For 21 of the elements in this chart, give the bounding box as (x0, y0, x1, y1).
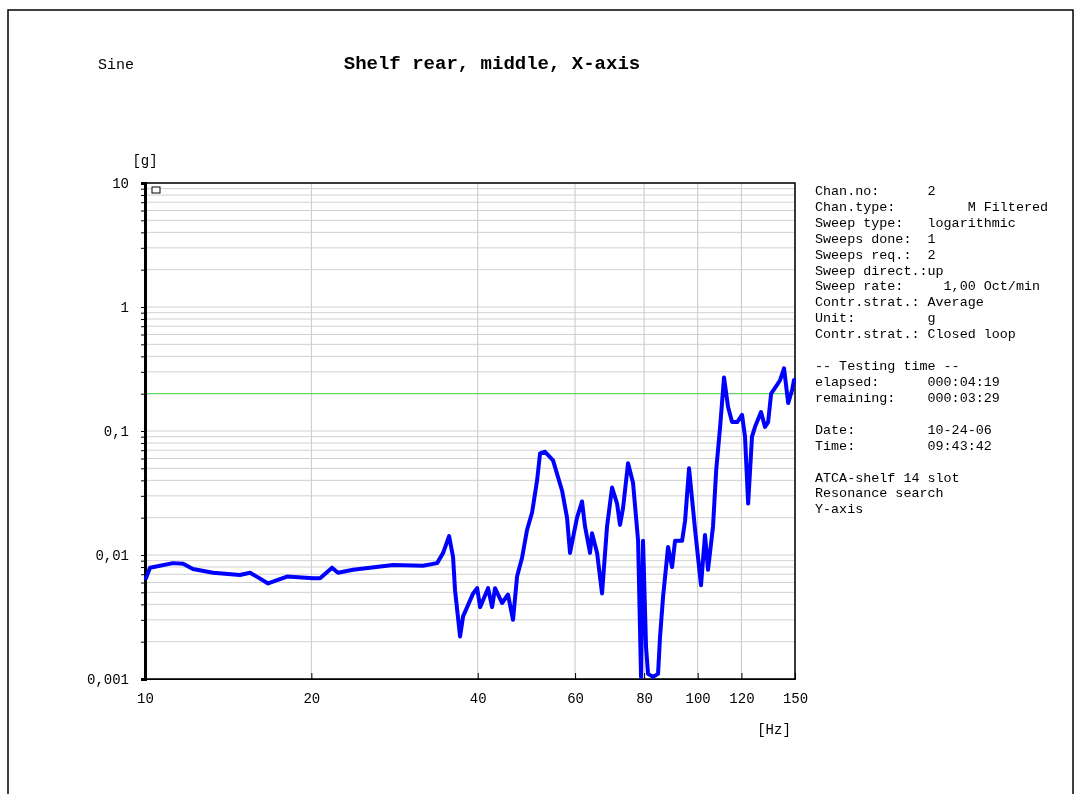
text: Sine (98, 57, 135, 74)
chart-title: Shelf rear, middle, X-axis (343, 53, 641, 75)
text: Chan.no: 2 Chan.type: M Filtered Sweep type: logarithmic Sweeps done: 1 Sweeps req.: 2 Sweep direct.:up Sweep rate: 1,00 Oct/min Contr.strat.: Average Unit: g Contr.strat.: Closed loop (815, 184, 1049, 343)
y-tick-label: 0,1 (103, 423, 129, 440)
text: Date: 10-24-06 Time: 09:43:42 (815, 422, 992, 454)
x-tick-label: 20 (303, 690, 321, 707)
x-tick-label: 100 (685, 690, 711, 707)
x-tick-label: 80 (636, 690, 654, 707)
y-tick-label: 0,001 (86, 671, 129, 688)
y-axis-title: [g] (132, 153, 158, 169)
y-tick-label: 1 (120, 299, 129, 316)
text: -- Testing time -- elapsed: 000:04:19 remaining: 000:03:29 (815, 359, 1000, 406)
x-tick-label: 40 (469, 690, 487, 707)
x-tick-label: 150 (782, 690, 809, 707)
x-tick-label: 120 (729, 690, 755, 707)
x-tick-label: 60 (567, 690, 584, 707)
text: ATCA-shelf 14 slot Resonance search Y-axis (815, 470, 960, 518)
y-tick-label: 10 (112, 175, 129, 192)
x-axis-title: [Hz] (757, 722, 791, 738)
y-tick-label: 0,01 (95, 547, 129, 564)
x-tick-label: 10 (137, 690, 154, 707)
